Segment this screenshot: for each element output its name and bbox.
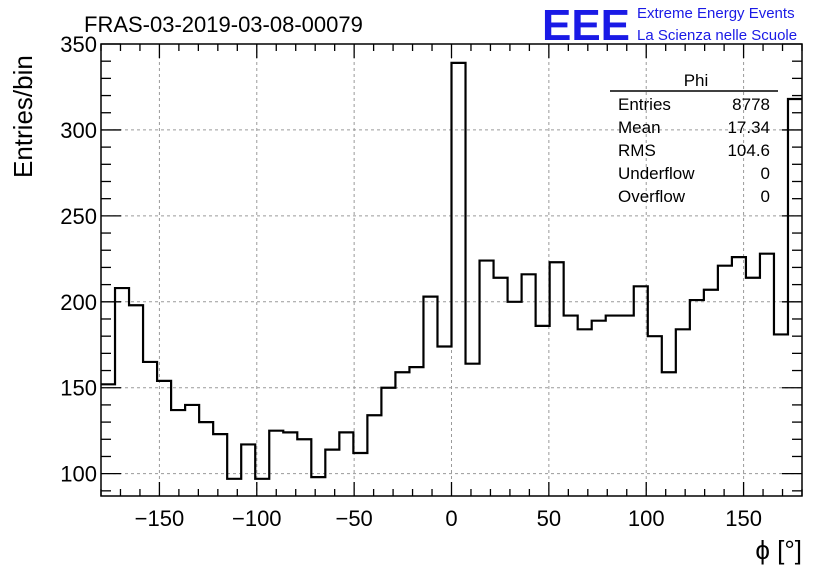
eee-logo-line1: Extreme Energy Events — [637, 5, 795, 22]
y-tick-label: 300 — [60, 118, 97, 143]
chart-title: FRAS-03-2019-03-08-00079 — [84, 12, 363, 37]
x-tick-label: −150 — [135, 506, 185, 531]
x-tick-label: −50 — [335, 506, 372, 531]
y-tick-labels: 100 150 200 250 300 350 — [60, 32, 97, 487]
stats-title: Phi — [684, 71, 709, 90]
x-axis-label: ϕ [°] — [755, 535, 802, 565]
stats-label: RMS — [618, 141, 656, 160]
stats-value: 17.34 — [727, 118, 770, 137]
y-tick-label: 100 — [60, 462, 97, 487]
stats-label: Entries — [618, 95, 671, 114]
stats-label: Underflow — [618, 164, 695, 183]
x-tick-label: 50 — [537, 506, 561, 531]
y-axis-label: Entries/bin — [8, 55, 38, 178]
histogram-bins — [101, 61, 802, 480]
x-tick-labels: −150 −100 −50 0 50 100 150 — [135, 506, 762, 531]
stats-label: Overflow — [618, 187, 686, 206]
stats-label: Mean — [618, 118, 661, 137]
x-tick-label: −100 — [232, 506, 282, 531]
y-tick-label: 350 — [60, 32, 97, 57]
stats-value: 0 — [761, 164, 770, 183]
stats-box: Phi Entries 8778 Mean 17.34 RMS 104.6 Underflo… — [610, 71, 778, 206]
y-tick-label: 150 — [60, 376, 97, 401]
axis-ticks — [100, 43, 803, 496]
eee-logo: EEE Extreme Energy Events La Scienza nel… — [542, 1, 797, 50]
histogram-outline — [101, 61, 802, 480]
x-tick-label: 150 — [725, 506, 762, 531]
x-tick-label: 100 — [628, 506, 665, 531]
eee-logo-text: EEE — [542, 1, 630, 50]
y-tick-label: 200 — [60, 290, 97, 315]
stats-value: 104.6 — [727, 141, 770, 160]
y-tick-label: 250 — [60, 204, 97, 229]
stats-rows: Entries 8778 Mean 17.34 RMS 104.6 Underflow 0 Ov… — [618, 95, 770, 206]
stats-value: 0 — [761, 187, 770, 206]
stats-value: 8778 — [732, 95, 770, 114]
x-tick-label: 0 — [445, 506, 457, 531]
eee-logo-line2: La Scienza nelle Scuole — [637, 27, 797, 44]
